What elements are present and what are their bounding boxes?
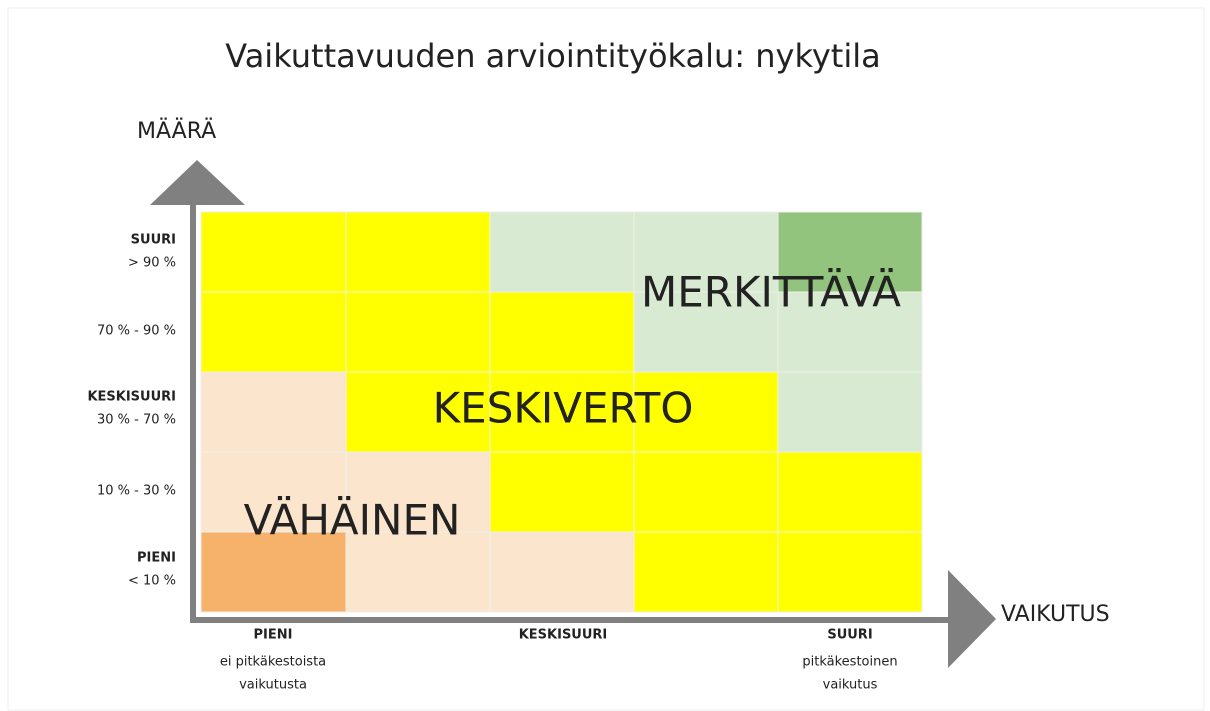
cell: [345, 211, 491, 293]
row-range: < 10 %: [128, 574, 176, 589]
cell: [345, 291, 491, 373]
cell: [777, 371, 923, 453]
cell: [633, 371, 779, 453]
matrix: [200, 211, 923, 613]
zone-label: MERKITTÄVÄ: [641, 267, 901, 317]
row-range: 30 % - 70 %: [97, 413, 176, 428]
y-axis-line: [190, 198, 196, 623]
cell: [633, 451, 779, 533]
column-labels: PIENI ei pitkäkestoista vaikutusta KESKI…: [220, 628, 898, 693]
column-name: SUURI: [827, 628, 872, 643]
column-desc: vaikutus: [823, 678, 878, 693]
row-range: 10 % - 30 %: [97, 484, 176, 499]
cell: [633, 211, 779, 293]
row-name: PIENI: [137, 551, 176, 566]
row-range: > 90 %: [128, 256, 176, 271]
cell: [200, 371, 347, 453]
column-name: PIENI: [254, 628, 293, 643]
row-name: SUURI: [131, 233, 176, 248]
cell: [345, 531, 491, 613]
cell: [200, 451, 347, 533]
cell: [633, 531, 779, 613]
cell: [777, 451, 923, 533]
cell: [200, 291, 347, 373]
y-axis-label: MÄÄRÄ: [137, 118, 216, 144]
axes: [150, 160, 996, 668]
x-axis-label: VAIKUTUS: [1001, 602, 1110, 627]
cell: [489, 371, 635, 453]
column-desc: pitkäkestoinen: [802, 655, 897, 670]
cell: [633, 291, 779, 373]
row-labels: SUURI > 90 % 70 % - 90 % KESKISUURI 30 %…: [87, 233, 176, 589]
cell: [777, 291, 923, 373]
cell: [489, 531, 635, 613]
cell: [489, 451, 635, 533]
title: Vaikuttavuuden arviointityökalu: nykytil…: [225, 37, 880, 75]
cell: [345, 451, 491, 533]
cell: [777, 531, 923, 613]
row-name: KESKISUURI: [87, 390, 176, 405]
cell: [489, 291, 635, 373]
cell: [489, 211, 635, 293]
cell: [345, 371, 491, 453]
row-range: 70 % - 90 %: [97, 324, 176, 339]
column-name: KESKISUURI: [519, 628, 608, 643]
frame: [7, 7, 1205, 711]
zone-label: VÄHÄINEN: [244, 495, 461, 545]
x-axis-arrow: [948, 570, 996, 668]
x-axis-line: [190, 617, 952, 623]
column-desc: ei pitkäkestoista: [220, 655, 326, 670]
y-axis-arrow: [150, 160, 245, 205]
cell: [200, 211, 347, 293]
column-desc: vaikutusta: [239, 678, 307, 693]
cell: [200, 531, 347, 613]
zone-label: KESKIVERTO: [433, 384, 694, 433]
